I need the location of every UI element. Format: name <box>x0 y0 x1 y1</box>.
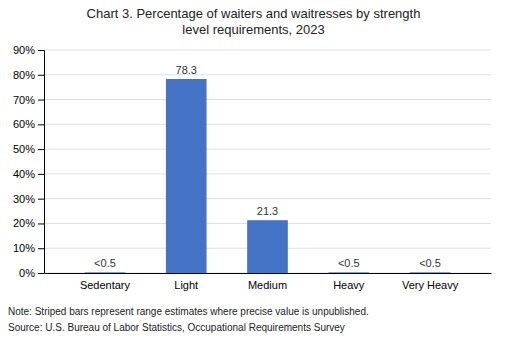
x-tick: Heavy <box>333 273 365 291</box>
y-tick: 50% <box>13 143 44 155</box>
y-tick-mark <box>38 100 44 101</box>
data-label: <0.5 <box>419 257 441 269</box>
data-label: 78.3 <box>176 64 197 76</box>
grid-line <box>44 173 491 174</box>
y-tick-label: 70% <box>13 94 35 106</box>
bar <box>247 220 288 273</box>
y-tick: 60% <box>13 118 44 130</box>
y-tick-label: 10% <box>13 242 35 254</box>
title-line: Chart 3. Percentage of waiters and waitr… <box>87 6 421 21</box>
y-tick-label: 40% <box>13 168 35 180</box>
y-tick-mark <box>38 50 44 51</box>
x-tick-label: Medium <box>248 279 287 291</box>
x-tick: Medium <box>248 273 287 291</box>
y-tick: 20% <box>13 217 44 229</box>
grid-line <box>44 74 491 75</box>
y-tick-mark <box>38 124 44 125</box>
x-tick-label: Very Heavy <box>402 279 459 291</box>
x-tick-label: Light <box>174 279 198 291</box>
y-tick-mark <box>38 174 44 175</box>
y-tick: 40% <box>13 168 44 180</box>
x-tick: Sedentary <box>80 273 131 291</box>
y-tick-mark <box>38 149 44 150</box>
bar <box>328 272 369 273</box>
y-tick: 0% <box>19 267 44 279</box>
y-tick: 30% <box>13 193 44 205</box>
bar <box>85 272 126 273</box>
y-axis: 0% 10% 20% 30% 40% 50% 60% 70% 80% 90% <box>13 44 45 279</box>
title: Chart 3. Percentage of waiters and waitr… <box>87 6 421 37</box>
y-tick-label: 50% <box>13 143 35 155</box>
y-tick: 10% <box>13 242 44 254</box>
grid-line <box>44 124 491 125</box>
note: Note: Striped bars represent range estim… <box>8 306 369 317</box>
grid-line <box>44 99 491 100</box>
bar <box>166 79 207 273</box>
y-tick: 80% <box>13 69 44 81</box>
y-tick-mark <box>38 223 44 224</box>
y-tick: 70% <box>13 94 44 106</box>
x-tick: Light <box>174 273 198 291</box>
x-tick-label: Heavy <box>333 279 365 291</box>
grid-line <box>44 149 491 150</box>
plot: 0% 10% 20% 30% 40% 50% 60% 70% 80% 90% Sedentary Li… <box>13 44 492 291</box>
data-label: <0.5 <box>338 257 360 269</box>
x-tick-label: Sedentary <box>80 279 131 291</box>
note: Source: U.S. Bureau of Labor Statistics,… <box>8 322 345 333</box>
chart: Chart 3. Percentage of waiters and waitr… <box>0 0 507 345</box>
y-tick-label: 0% <box>19 267 35 279</box>
data-labels: <0.5 78.3 21.3 <0.5 <0.5 <box>94 64 441 269</box>
y-axis-line <box>38 51 45 274</box>
grid-line <box>44 50 491 51</box>
y-tick-label: 60% <box>13 118 35 130</box>
y-tick-mark <box>38 273 44 274</box>
y-tick-mark <box>38 75 44 76</box>
grid <box>44 50 491 273</box>
y-tick-label: 90% <box>13 44 35 56</box>
notes: Note: Striped bars represent range estim… <box>8 306 369 333</box>
bars <box>85 79 451 273</box>
y-tick-mark <box>38 248 44 249</box>
x-tick: Very Heavy <box>402 273 459 291</box>
data-label: <0.5 <box>94 257 116 269</box>
title-line: level requirements, 2023 <box>182 22 324 37</box>
bar <box>410 272 451 273</box>
data-label: 21.3 <box>257 205 278 217</box>
y-tick-label: 20% <box>13 217 35 229</box>
grid-line <box>44 198 491 199</box>
y-tick-label: 30% <box>13 193 35 205</box>
x-axis-line <box>45 273 492 274</box>
y-tick-label: 80% <box>13 69 35 81</box>
y-tick-mark <box>38 199 44 200</box>
y-tick: 90% <box>13 44 44 56</box>
x-axis: Sedentary Light Medium Heavy Very Heavy <box>45 273 492 291</box>
